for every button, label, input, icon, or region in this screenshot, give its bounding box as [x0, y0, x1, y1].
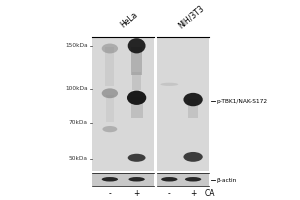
Text: 70kDa: 70kDa [69, 120, 88, 125]
Text: p-TBK1/NAK-S172: p-TBK1/NAK-S172 [216, 99, 267, 104]
Ellipse shape [128, 177, 145, 182]
Bar [92, 37, 154, 171]
Ellipse shape [185, 177, 201, 182]
Bar [105, 47, 114, 86]
Ellipse shape [102, 44, 118, 53]
Text: -: - [168, 189, 171, 198]
Text: 100kDa: 100kDa [65, 86, 88, 91]
Ellipse shape [183, 152, 203, 162]
Bar [188, 99, 198, 118]
Bar [106, 95, 114, 122]
Ellipse shape [102, 177, 118, 182]
Text: +: + [134, 189, 140, 198]
Bar [158, 37, 209, 171]
Ellipse shape [102, 88, 118, 98]
Text: CA: CA [205, 189, 215, 198]
Text: 150kDa: 150kDa [65, 43, 88, 48]
Text: -: - [109, 189, 111, 198]
Ellipse shape [102, 126, 117, 132]
Text: NIH/3T3: NIH/3T3 [177, 3, 206, 30]
Text: HeLa: HeLa [119, 10, 140, 30]
Bar [131, 47, 142, 75]
Text: 50kDa: 50kDa [69, 156, 88, 161]
Ellipse shape [128, 38, 146, 53]
Bar [92, 173, 154, 186]
Text: +: + [190, 189, 196, 198]
Text: β-actin: β-actin [216, 178, 236, 183]
Ellipse shape [183, 93, 203, 106]
Bar [132, 72, 141, 90]
Ellipse shape [161, 177, 178, 182]
Bar [158, 173, 209, 186]
Ellipse shape [127, 91, 146, 105]
Ellipse shape [128, 154, 146, 162]
Ellipse shape [160, 83, 178, 86]
Bar [131, 97, 142, 118]
